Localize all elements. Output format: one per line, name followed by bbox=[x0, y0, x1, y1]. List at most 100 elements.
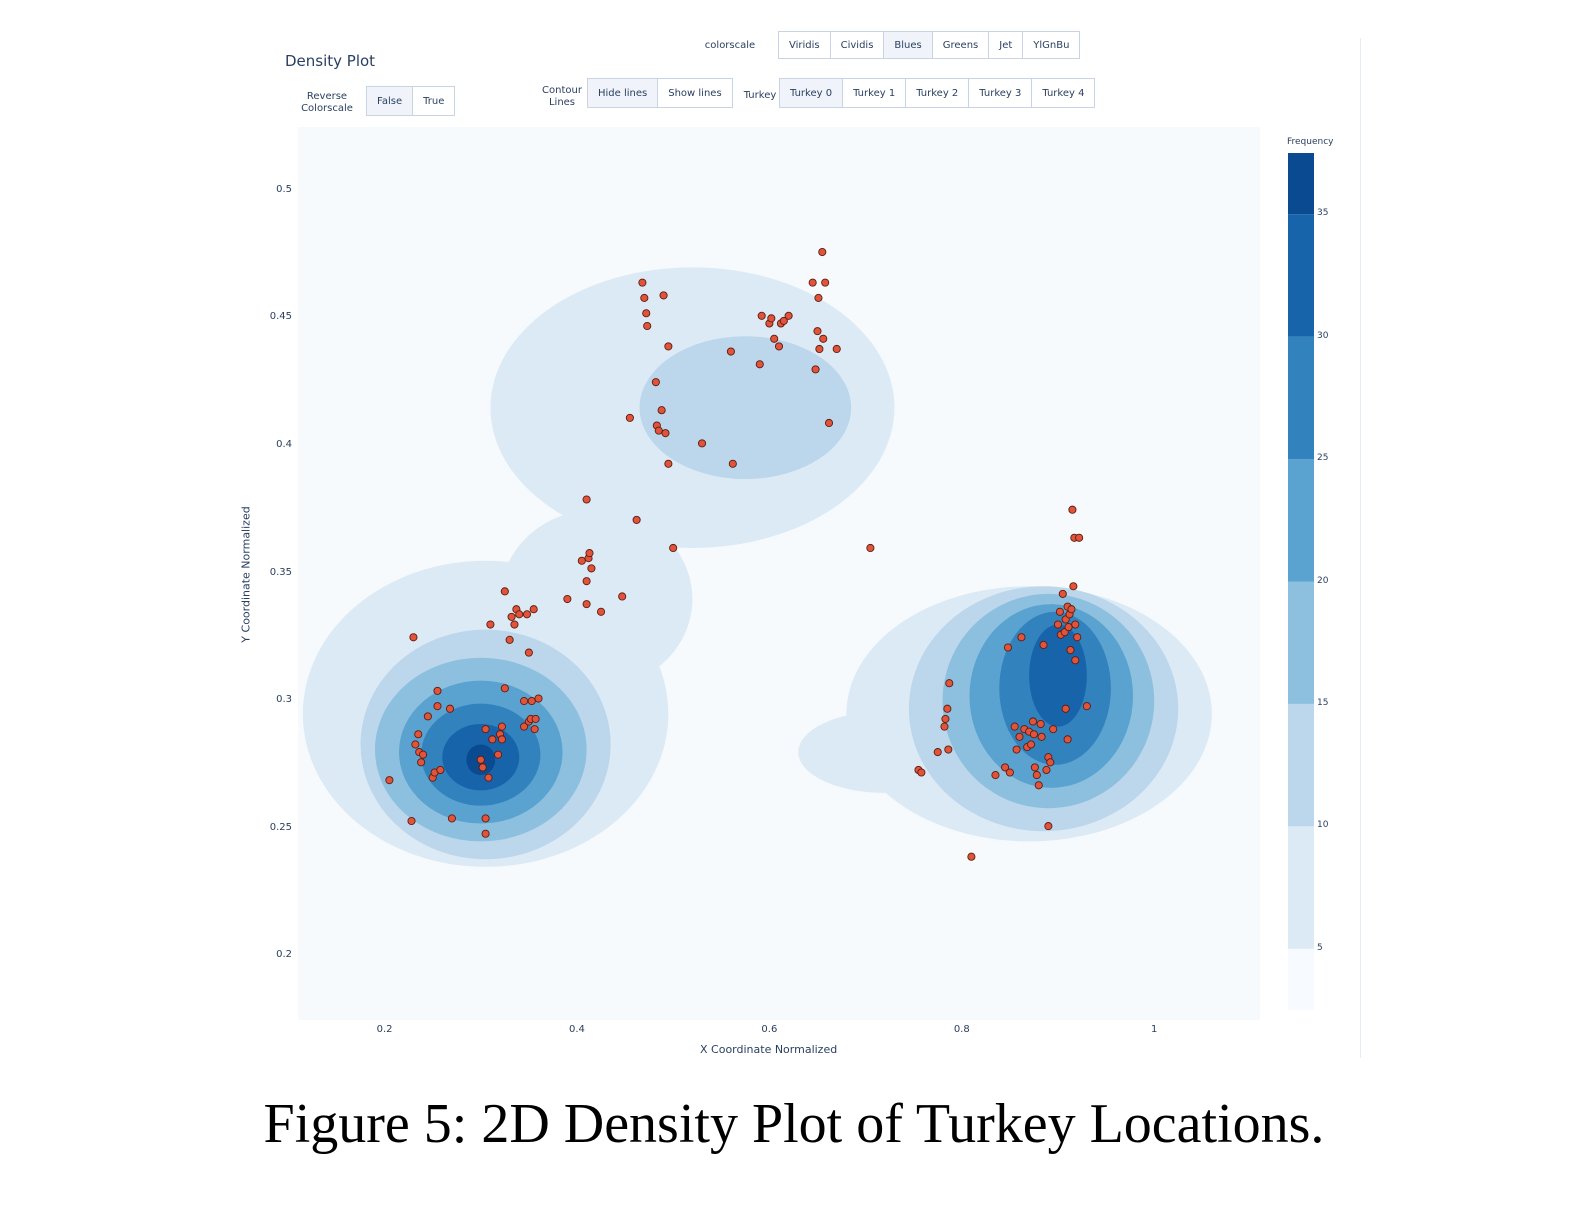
turkey-location-point[interactable] bbox=[1037, 732, 1046, 741]
turkey-location-point[interactable] bbox=[814, 293, 823, 302]
turkey-location-point[interactable] bbox=[1082, 702, 1091, 711]
turkey-location-point[interactable] bbox=[1001, 763, 1010, 772]
turkey-location-point[interactable] bbox=[757, 311, 766, 320]
colorbar[interactable] bbox=[1288, 153, 1314, 1010]
turkey-location-point[interactable] bbox=[520, 697, 529, 706]
turkey-location-point[interactable] bbox=[587, 564, 596, 573]
turkey-location-point[interactable] bbox=[414, 730, 423, 739]
turkey-location-point[interactable] bbox=[944, 745, 953, 754]
turkey-location-point[interactable] bbox=[423, 712, 432, 721]
turkey-location-point[interactable] bbox=[1066, 645, 1075, 655]
turkey-location-point[interactable] bbox=[409, 633, 418, 642]
turkey-location-point[interactable] bbox=[821, 278, 830, 287]
turkey-location-point[interactable] bbox=[1028, 717, 1038, 726]
turkey-location-point[interactable] bbox=[433, 702, 442, 711]
show-lines-button[interactable]: Show lines bbox=[657, 78, 733, 108]
turkey-location-point[interactable] bbox=[808, 278, 817, 287]
turkey-location-point[interactable] bbox=[1003, 643, 1013, 652]
turkey-location-point[interactable] bbox=[417, 758, 426, 767]
turkey-location-point[interactable] bbox=[643, 321, 652, 331]
turkey-location-point[interactable] bbox=[726, 347, 735, 356]
turkey-location-point[interactable] bbox=[824, 418, 834, 428]
colorscale-ylgnbu-button[interactable]: YlGnBu bbox=[1022, 31, 1081, 59]
turkey-location-point[interactable] bbox=[625, 413, 634, 422]
turkey-location-point[interactable] bbox=[515, 610, 524, 619]
turkey-location-point[interactable] bbox=[815, 344, 824, 354]
turkey-location-point[interactable] bbox=[476, 755, 485, 764]
turkey-location-point[interactable] bbox=[991, 771, 1000, 780]
turkey-location-point[interactable] bbox=[664, 459, 673, 468]
turkey-location-point[interactable] bbox=[638, 278, 647, 287]
turkey-3-button[interactable]: Turkey 3 bbox=[968, 78, 1033, 108]
turkey-location-point[interactable] bbox=[445, 704, 455, 713]
turkey-location-point[interactable] bbox=[507, 612, 516, 621]
turkey-location-point[interactable] bbox=[1071, 656, 1080, 665]
turkey-location-point[interactable] bbox=[505, 635, 514, 644]
turkey-location-point[interactable] bbox=[669, 543, 678, 553]
turkey-location-point[interactable] bbox=[527, 697, 536, 706]
turkey-location-point[interactable] bbox=[582, 577, 591, 586]
turkey-location-point[interactable] bbox=[940, 722, 949, 731]
colorscale-blues-button[interactable]: Blues bbox=[883, 31, 933, 59]
turkey-location-point[interactable] bbox=[917, 768, 926, 777]
turkey-location-point[interactable] bbox=[728, 459, 737, 468]
turkey-location-point[interactable] bbox=[661, 429, 670, 438]
turkey-location-point[interactable] bbox=[774, 342, 784, 351]
turkey-location-point[interactable] bbox=[484, 773, 493, 782]
turkey-location-point[interactable] bbox=[811, 365, 820, 374]
turkey-location-point[interactable] bbox=[1036, 719, 1045, 729]
turkey-location-point[interactable] bbox=[1068, 505, 1077, 514]
turkey-location-point[interactable] bbox=[530, 725, 539, 734]
turkey-location-point[interactable] bbox=[866, 543, 875, 553]
turkey-location-point[interactable] bbox=[1044, 822, 1053, 831]
turkey-0-button[interactable]: Turkey 0 bbox=[779, 78, 844, 108]
turkey-location-point[interactable] bbox=[654, 426, 663, 435]
turkey-location-point[interactable] bbox=[481, 814, 490, 823]
turkey-location-point[interactable] bbox=[659, 291, 668, 300]
turkey-location-point[interactable] bbox=[1015, 732, 1024, 741]
turkey-location-point[interactable] bbox=[1042, 765, 1051, 775]
turkey-location-point[interactable] bbox=[488, 735, 497, 744]
turkey-location-point[interactable] bbox=[1046, 758, 1055, 767]
turkey-location-point[interactable] bbox=[582, 495, 591, 504]
turkey-location-point[interactable] bbox=[481, 725, 490, 734]
turkey-location-point[interactable] bbox=[585, 549, 594, 558]
turkey-1-button[interactable]: Turkey 1 bbox=[842, 78, 907, 108]
turkey-location-point[interactable] bbox=[534, 694, 543, 703]
turkey-location-point[interactable] bbox=[494, 750, 503, 759]
turkey-location-point[interactable] bbox=[1063, 735, 1072, 744]
turkey-location-point[interactable] bbox=[697, 439, 707, 448]
turkey-location-point[interactable] bbox=[563, 594, 572, 604]
turkey-location-point[interactable] bbox=[497, 735, 506, 744]
turkey-location-point[interactable] bbox=[933, 748, 942, 757]
turkey-location-point[interactable] bbox=[1026, 740, 1036, 749]
turkey-location-point[interactable] bbox=[779, 316, 788, 325]
turkey-location-point[interactable] bbox=[967, 852, 976, 861]
turkey-location-point[interactable] bbox=[436, 765, 445, 775]
turkey-location-point[interactable] bbox=[819, 334, 828, 343]
turkey-location-point[interactable] bbox=[813, 327, 822, 336]
turkey-location-point[interactable] bbox=[524, 648, 533, 657]
turkey-location-point[interactable] bbox=[770, 334, 779, 343]
turkey-location-point[interactable] bbox=[784, 311, 793, 320]
turkey-location-point[interactable] bbox=[945, 679, 954, 688]
hide-lines-button[interactable]: Hide lines bbox=[587, 78, 659, 108]
turkey-location-point[interactable] bbox=[596, 607, 606, 616]
turkey-location-point[interactable] bbox=[500, 684, 509, 693]
turkey-location-point[interactable] bbox=[419, 750, 428, 759]
turkey-location-point[interactable] bbox=[385, 776, 394, 785]
turkey-location-point[interactable] bbox=[1055, 607, 1064, 616]
turkey-location-point[interactable] bbox=[818, 247, 827, 257]
reverse-true-button[interactable]: True bbox=[412, 86, 456, 116]
turkey-location-point[interactable] bbox=[642, 309, 651, 318]
turkey-location-point[interactable] bbox=[657, 406, 666, 415]
turkey-location-point[interactable] bbox=[500, 587, 509, 596]
turkey-location-point[interactable] bbox=[755, 360, 764, 369]
turkey-location-point[interactable] bbox=[651, 378, 660, 387]
turkey-location-point[interactable] bbox=[510, 620, 519, 629]
colorscale-jet-button[interactable]: Jet bbox=[988, 31, 1024, 59]
turkey-location-point[interactable] bbox=[1039, 640, 1048, 649]
turkey-location-point[interactable] bbox=[407, 816, 416, 826]
turkey-location-point[interactable] bbox=[1058, 589, 1067, 598]
turkey-location-point[interactable] bbox=[1034, 781, 1043, 790]
